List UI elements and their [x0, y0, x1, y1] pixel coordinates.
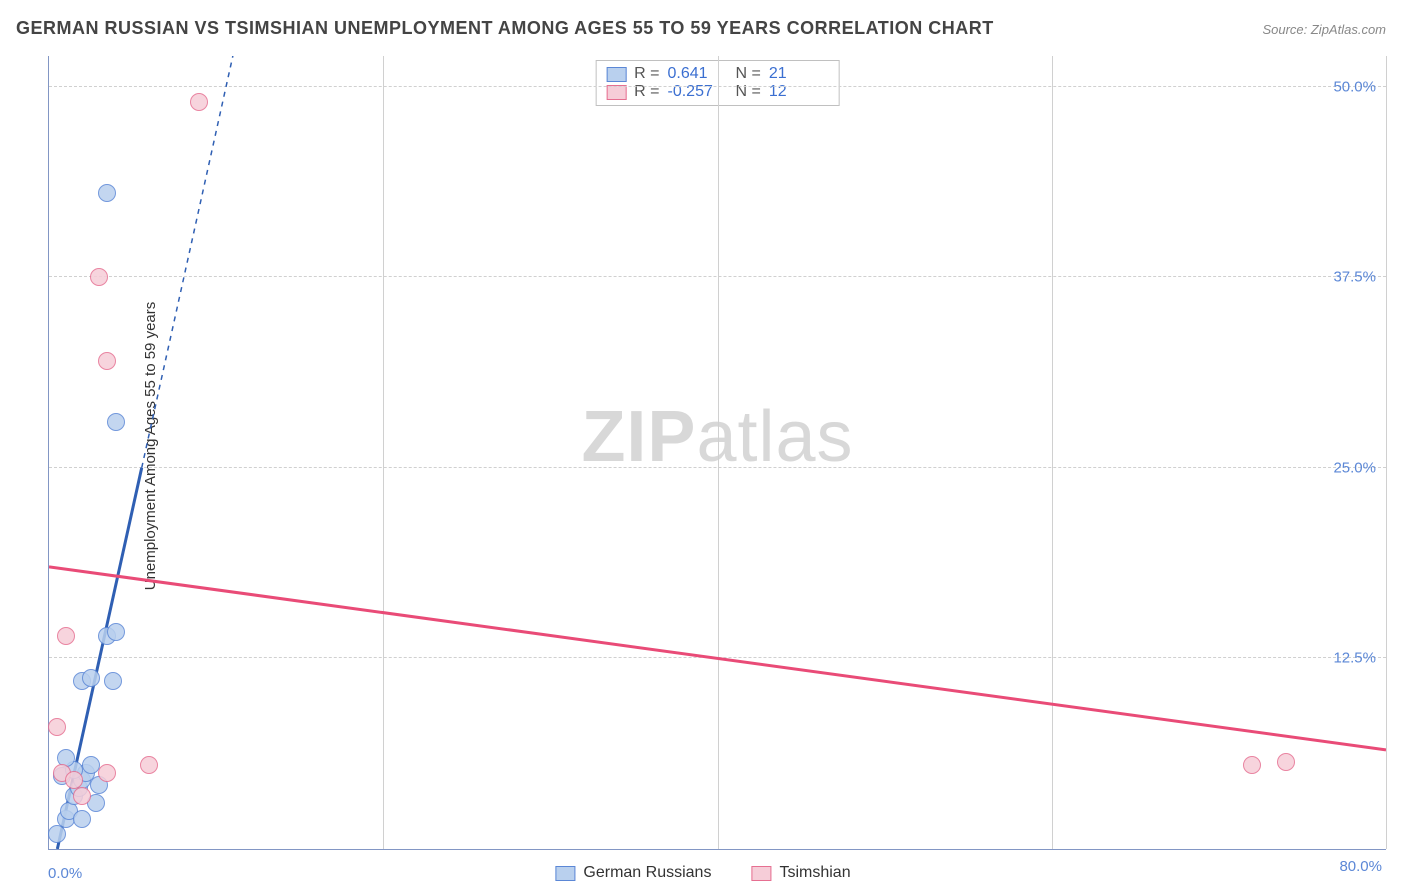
y-tick-label: 37.5% [1333, 269, 1376, 286]
data-point [73, 787, 91, 805]
data-point [98, 184, 116, 202]
data-point [73, 810, 91, 828]
data-point [82, 669, 100, 687]
y-tick-label: 12.5% [1333, 650, 1376, 667]
legend-item-0: German Russians [555, 864, 711, 882]
grid-v [718, 56, 719, 849]
legend-label-1: Tsimshian [779, 864, 850, 882]
data-point [104, 672, 122, 690]
grid-v [1386, 56, 1387, 849]
data-point [1243, 756, 1261, 774]
grid-v [383, 56, 384, 849]
watermark-bold: ZIP [581, 397, 696, 477]
n-value-0: 21 [769, 65, 829, 83]
y-tick-label: 50.0% [1333, 78, 1376, 95]
series-legend: German Russians Tsimshian 80.0% [555, 864, 850, 882]
grid-v [1052, 56, 1053, 849]
data-point [57, 627, 75, 645]
data-point [48, 825, 66, 843]
n-label: N = [736, 65, 761, 83]
data-point [82, 756, 100, 774]
x-axis-max-label-plot: 80.0% [1339, 858, 1382, 875]
legend-label-0: German Russians [583, 864, 711, 882]
data-point [48, 718, 66, 736]
legend-item-1: Tsimshian [751, 864, 850, 882]
watermark-rest: atlas [696, 397, 853, 477]
data-point [90, 268, 108, 286]
data-point [190, 93, 208, 111]
source-attribution: Source: ZipAtlas.com [1262, 22, 1386, 37]
x-axis-min-label: 0.0% [48, 865, 82, 882]
data-point [107, 413, 125, 431]
swatch-series-1 [606, 85, 626, 100]
chart-title: GERMAN RUSSIAN VS TSIMSHIAN UNEMPLOYMENT… [16, 18, 994, 39]
data-point [140, 756, 158, 774]
y-tick-label: 25.0% [1333, 459, 1376, 476]
r-label: R = [634, 65, 659, 83]
swatch-bottom-0 [555, 866, 575, 881]
swatch-series-0 [606, 67, 626, 82]
data-point [107, 623, 125, 641]
r-value-0: 0.641 [668, 65, 728, 83]
plot-area: ZIPatlas R = 0.641 N = 21 R = -0.257 N =… [48, 56, 1386, 850]
data-point [1277, 753, 1295, 771]
data-point [98, 764, 116, 782]
swatch-bottom-1 [751, 866, 771, 881]
data-point [98, 352, 116, 370]
